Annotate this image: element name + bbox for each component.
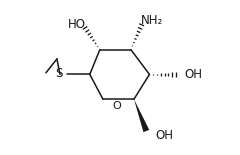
Text: NH₂: NH₂ [141,14,163,27]
Text: O: O [113,101,121,111]
Text: OH: OH [184,68,202,81]
Text: HO: HO [68,18,86,31]
Polygon shape [134,99,149,132]
Text: OH: OH [155,129,173,142]
Text: S: S [55,67,62,80]
